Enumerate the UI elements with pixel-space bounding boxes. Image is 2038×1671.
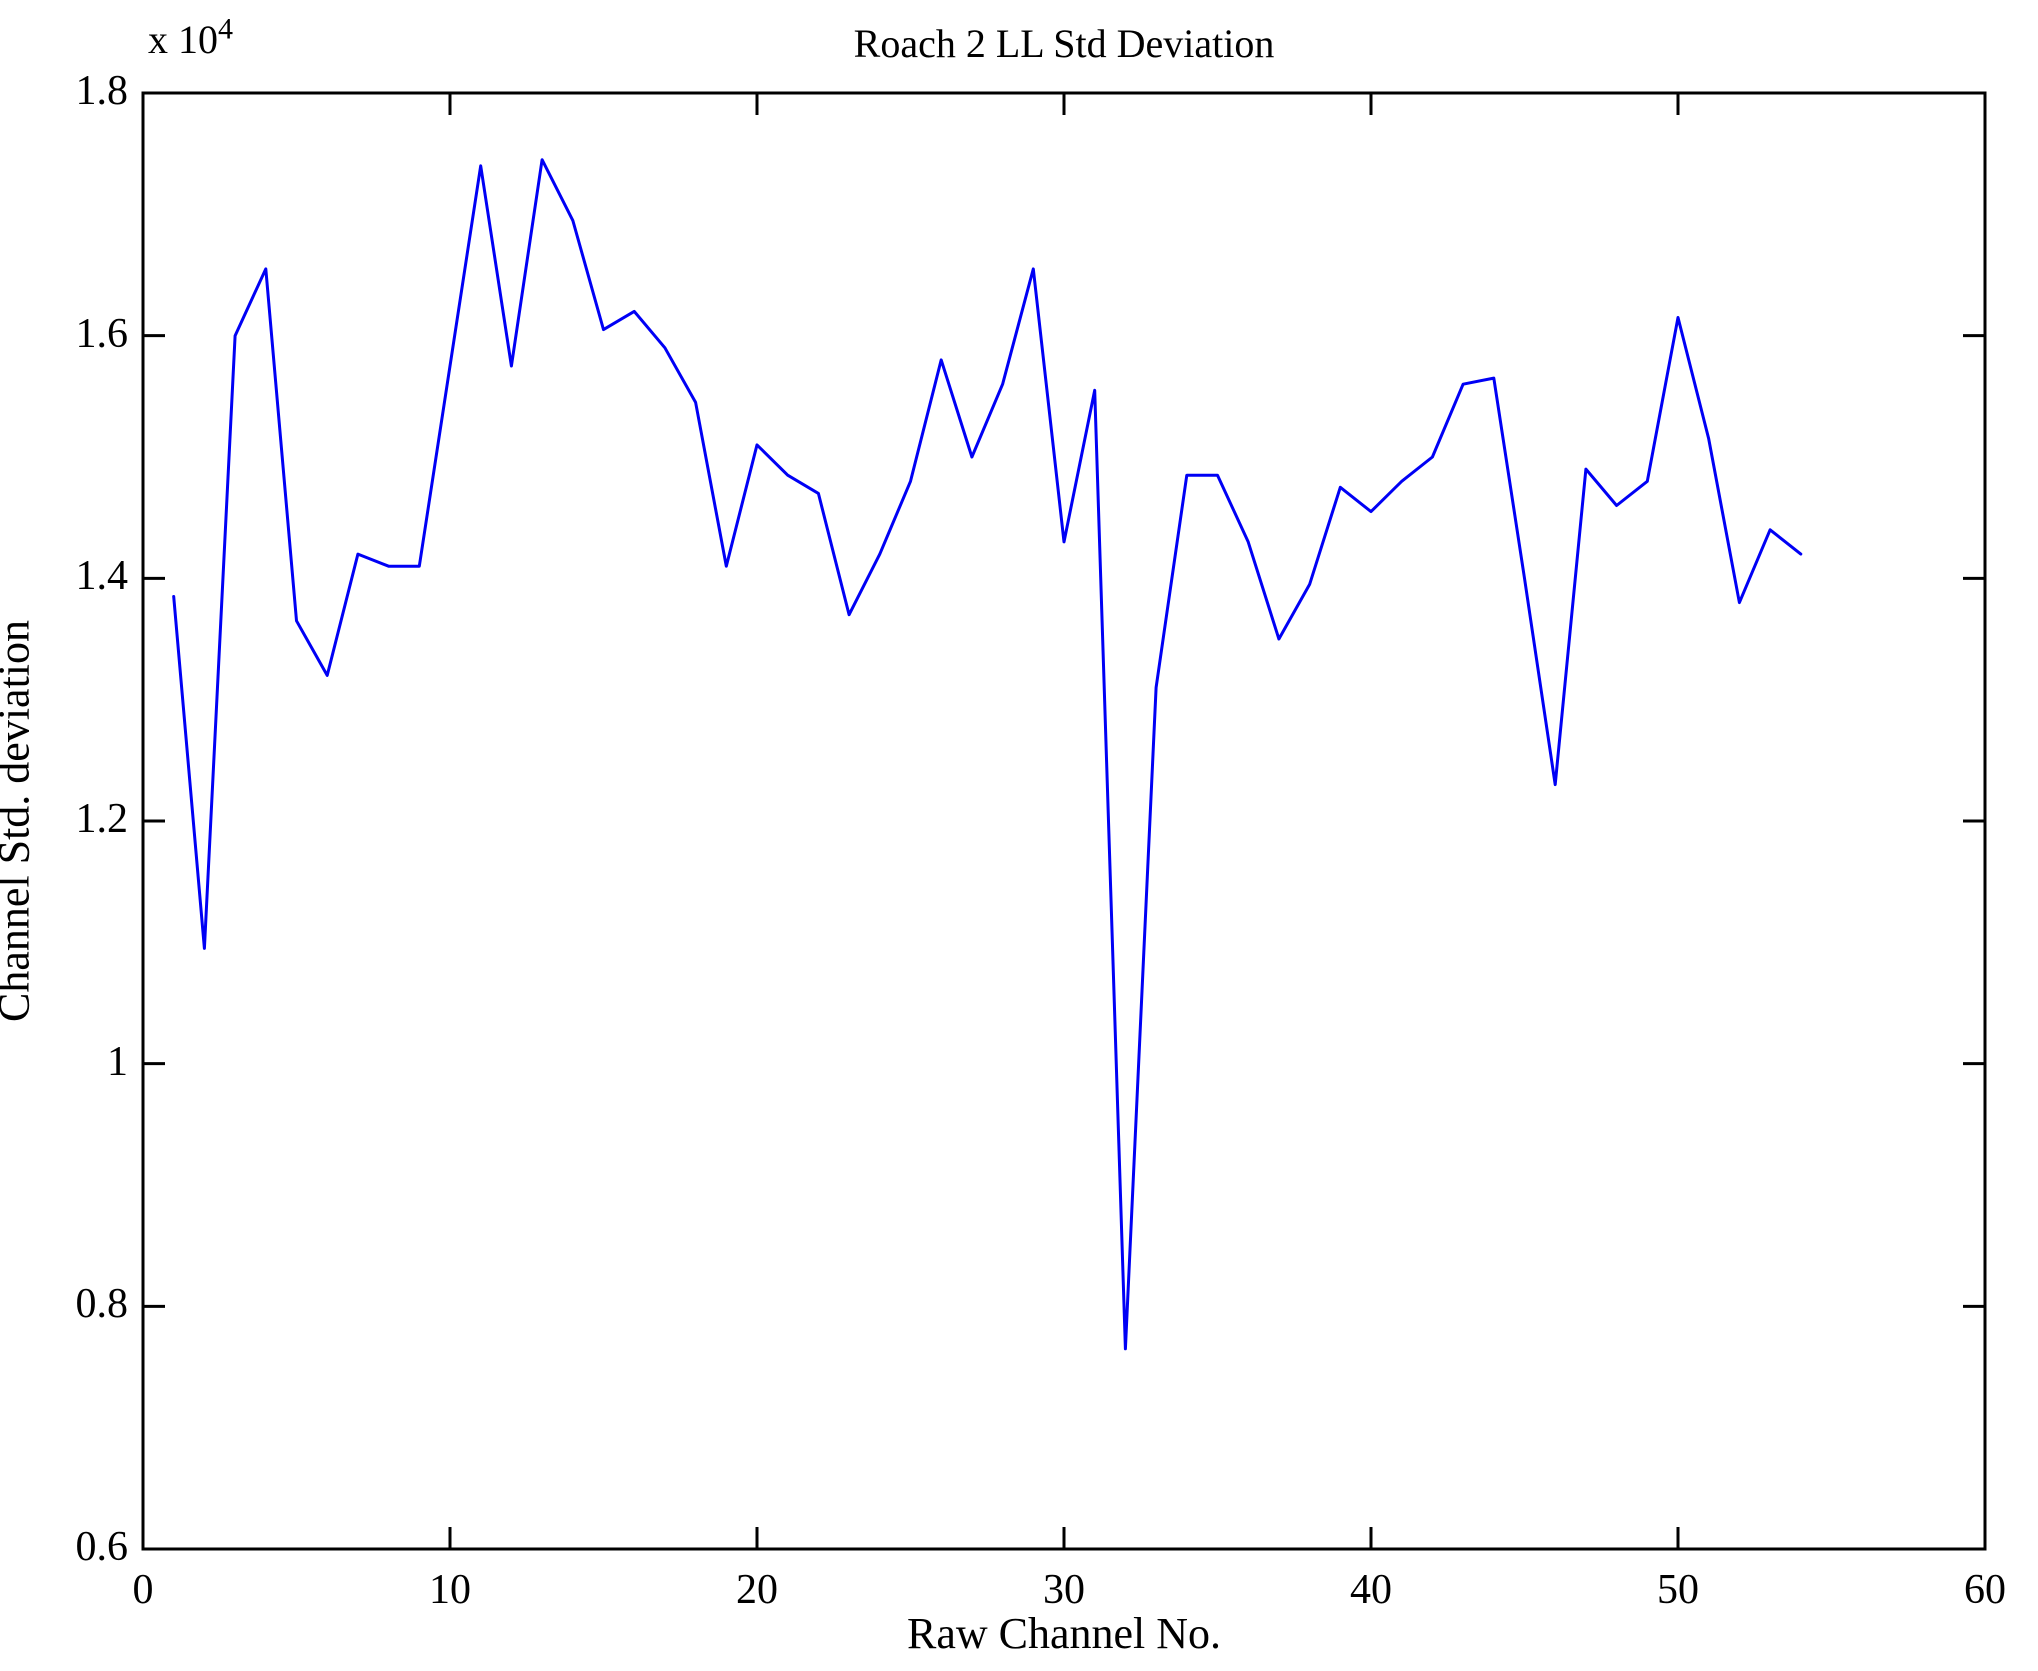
x-tick-label: 10 [429,1567,471,1613]
x-tick-label: 30 [1043,1567,1085,1613]
x-tick-label: 50 [1657,1567,1699,1613]
x-tick-label: 0 [132,1567,154,1613]
data-series-line [172,158,1803,1351]
x-tick-label: 40 [1350,1567,1392,1613]
y-axis-multiplier-exponent: 4 [218,12,233,46]
x-tick-label: 20 [736,1567,778,1613]
axes-box [141,91,1987,1551]
chart-title: Roach 2 LL Std Deviation [853,21,1275,66]
x-axis-label: Raw Channel No. [906,1609,1222,1658]
y-axis-multiplier-base: x 10 [148,17,218,62]
y-tick-label: 1.8 [75,68,129,115]
y-tick-label: 0.6 [75,1524,129,1571]
x-tick-label: 60 [1964,1567,2006,1613]
y-tick-label: 1.6 [75,310,129,357]
y-tick-label: 0.8 [75,1281,129,1328]
y-axis-multiplier: x 104 [148,12,233,63]
y-tick-label: 1 [107,1038,128,1085]
y-tick-label: 1.4 [75,553,129,600]
y-tick-label: 1.2 [75,796,129,843]
